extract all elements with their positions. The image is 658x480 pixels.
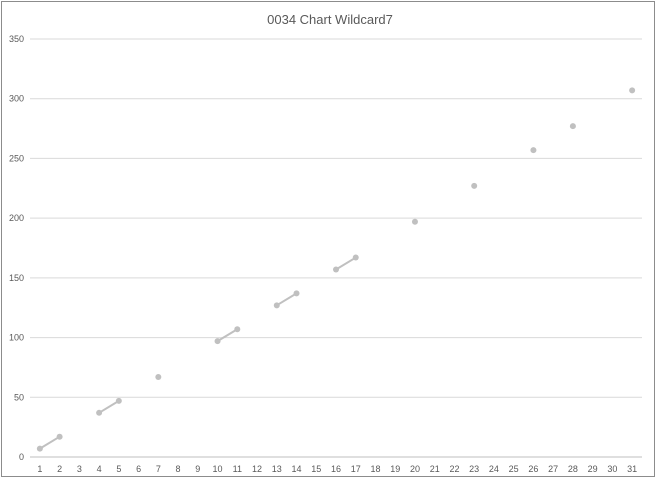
y-tick-label: 300 (9, 94, 24, 104)
series-line-segment (98, 399, 120, 414)
data-point (333, 266, 339, 273)
x-tick-label: 19 (390, 464, 400, 474)
x-tick-label: 6 (136, 464, 141, 474)
y-tick-label: 100 (9, 333, 24, 343)
gridlines (30, 38, 642, 458)
x-tick-label: 14 (292, 464, 302, 474)
chart-title: 0034 Chart Wildcard7 (267, 12, 393, 27)
x-tick-label: 26 (528, 464, 538, 474)
x-tick-label: 21 (430, 464, 440, 474)
x-tick-label: 29 (588, 464, 598, 474)
x-tick-label: 4 (97, 464, 102, 474)
data-point (471, 182, 478, 189)
x-axis-tick-labels: 1 2 3 4 5 6 7 8 9 10 11 12 13 14 15 16 17 18 19 20 21 22 23 24 2… (37, 464, 637, 474)
x-tick-label: 12 (252, 464, 262, 474)
x-tick-label: 10 (213, 464, 223, 474)
y-tick-label: 350 (9, 34, 24, 44)
x-tick-label: 18 (370, 464, 380, 474)
data-point (273, 302, 280, 309)
y-tick-label: 150 (9, 273, 24, 283)
data-point (569, 123, 576, 130)
x-tick-label: 23 (469, 464, 479, 474)
x-tick-label: 1 (37, 464, 42, 474)
x-tick-label: 25 (509, 464, 519, 474)
data-point (56, 433, 63, 440)
data-point (411, 218, 418, 225)
y-tick-label: 200 (9, 213, 24, 223)
series-line-segment (216, 328, 239, 343)
x-tick-label: 7 (156, 464, 161, 474)
x-tick-label: 5 (116, 464, 121, 474)
data-series (36, 87, 636, 452)
data-point (530, 147, 537, 154)
series-line-segment (335, 256, 357, 271)
data-point (155, 373, 162, 380)
y-tick-label: 50 (14, 392, 24, 402)
x-tick-label: 24 (489, 464, 499, 474)
y-axis-tick-labels: 0 50 100 150 200 250 300 350 (9, 34, 24, 462)
x-tick-label: 8 (176, 464, 181, 474)
x-tick-label: 17 (351, 464, 361, 474)
data-point (115, 397, 122, 404)
x-tick-label: 28 (568, 464, 578, 474)
x-tick-label: 22 (449, 464, 459, 474)
x-tick-label: 3 (77, 464, 82, 474)
x-tick-label: 13 (272, 464, 282, 474)
x-tick-label: 27 (548, 464, 558, 474)
data-point (214, 338, 221, 345)
y-tick-label: 0 (19, 452, 24, 462)
x-tick-label: 20 (410, 464, 420, 474)
data-point (36, 445, 43, 452)
x-tick-label: 11 (233, 464, 242, 474)
x-tick-label: 31 (627, 464, 637, 474)
y-tick-label: 250 (9, 153, 24, 163)
series-line-segment (38, 435, 61, 450)
series-line-segment (275, 292, 298, 307)
x-tick-label: 16 (331, 464, 341, 474)
data-point (293, 290, 300, 297)
data-point (352, 254, 359, 261)
data-point (234, 326, 241, 333)
data-point (96, 409, 103, 416)
x-tick-label: 15 (311, 464, 321, 474)
x-tick-label: 2 (57, 464, 62, 474)
data-point (629, 87, 636, 94)
x-tick-label: 30 (607, 464, 617, 474)
x-tick-label: 9 (195, 464, 200, 474)
